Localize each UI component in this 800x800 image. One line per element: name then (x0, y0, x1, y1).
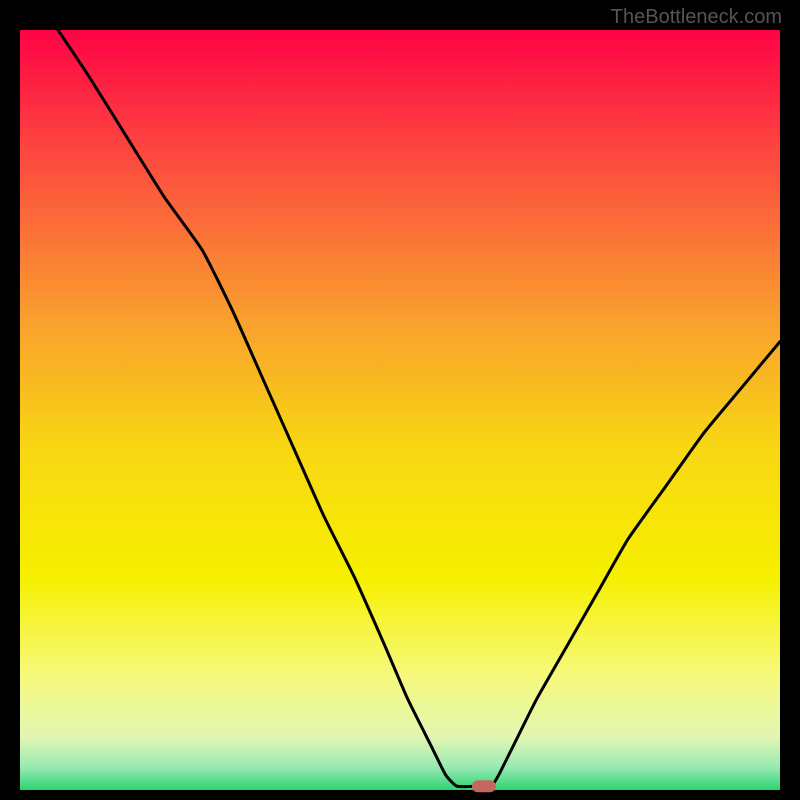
chart-plot-area (20, 30, 780, 790)
optimal-point-marker (471, 780, 495, 791)
chart-curve-layer (20, 30, 780, 790)
bottleneck-curve (58, 30, 780, 787)
watermark-text: TheBottleneck.com (611, 6, 782, 29)
